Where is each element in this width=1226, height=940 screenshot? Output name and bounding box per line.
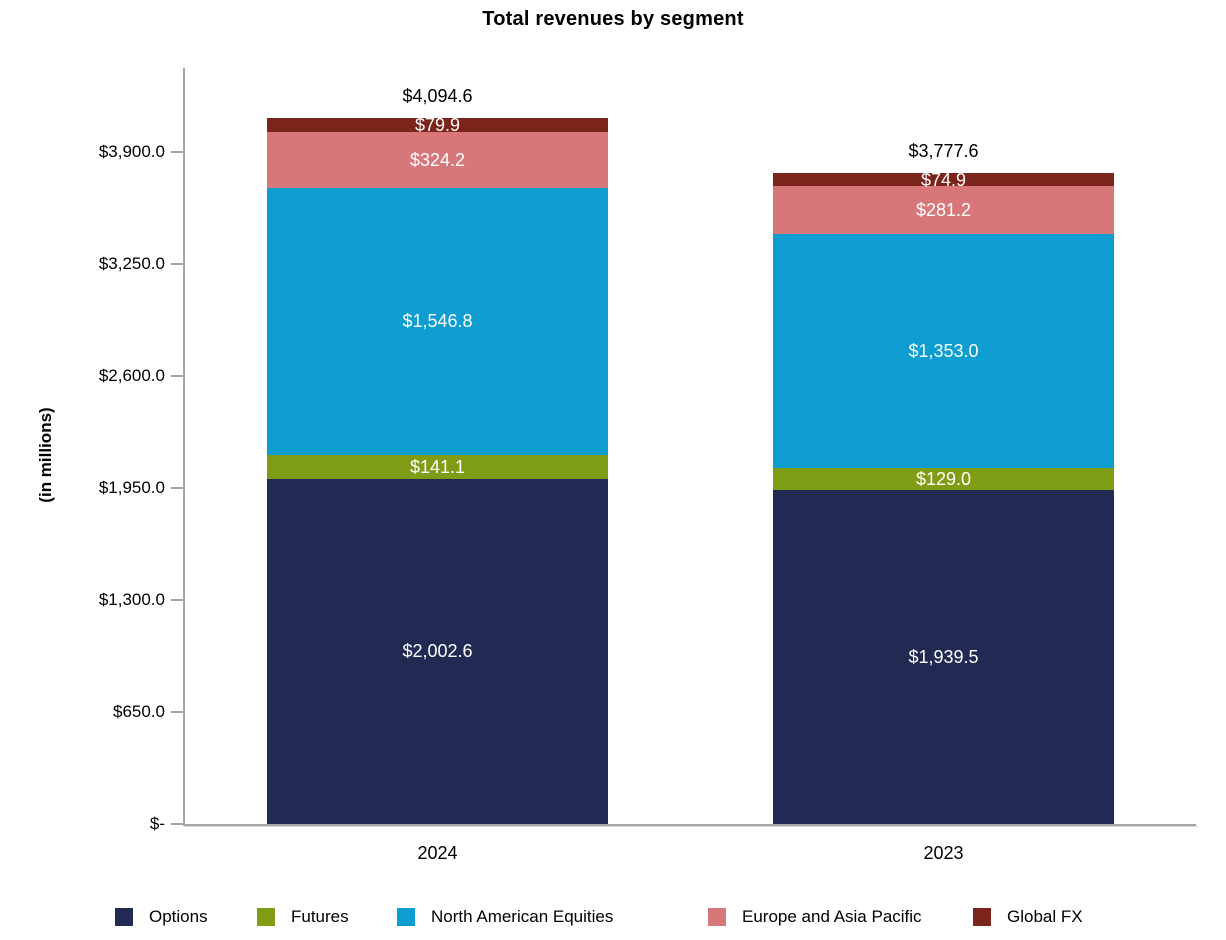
segment-value-label: $74.9 <box>920 169 967 190</box>
y-tick-mark <box>171 151 183 153</box>
legend-item-europe-and-asia-pacific: Europe and Asia Pacific <box>708 907 922 927</box>
y-tick-label: $650.0 <box>113 702 165 721</box>
y-tick-label: $3,900.0 <box>98 142 165 161</box>
bar-segment-global-fx-2024: $79.9 <box>267 115 608 136</box>
bar-total-label: $4,094.6 <box>402 86 473 107</box>
x-axis-shadow-line <box>185 826 1198 827</box>
y-tick-mark <box>171 599 183 601</box>
segment-value-label: $79.9 <box>414 115 461 136</box>
legend-item-north-american-equities: North American Equities <box>397 907 613 927</box>
bar-segment-europe-and-asia-pacific-2023: $281.2 <box>773 185 1114 235</box>
bar-segment-north-american-equities-2024: $1,546.8 <box>267 188 608 455</box>
segment-value-label: $1,939.5 <box>908 646 979 667</box>
bar-segment-north-american-equities-2023: $1,353.0 <box>773 234 1114 468</box>
segment-value-label: $1,546.8 <box>402 311 473 332</box>
segment-value-label: $324.2 <box>409 150 466 171</box>
x-axis-line <box>183 824 1196 826</box>
legend-item-global-fx: Global FX <box>973 907 1083 927</box>
y-tick-mark <box>171 487 183 489</box>
y-tick-mark <box>171 711 183 713</box>
legend-label: North American Equities <box>431 907 614 926</box>
legend-label: Futures <box>291 907 349 926</box>
legend-swatch <box>115 908 133 926</box>
bar-segment-futures-2023: $129.0 <box>773 467 1114 490</box>
y-tick-mark <box>171 823 183 825</box>
x-category-label: 2024 <box>417 843 458 863</box>
legend-label: Options <box>149 907 208 926</box>
legend-item-options: Options <box>115 907 208 927</box>
legend-swatch <box>257 908 275 926</box>
y-axis-line <box>183 68 185 826</box>
legend-label: Europe and Asia Pacific <box>742 907 922 926</box>
bar-total-label: $3,777.6 <box>908 141 979 162</box>
legend-item-futures: Futures <box>257 907 349 927</box>
segment-value-label: $1,353.0 <box>908 341 979 361</box>
bar-segment-options-2023: $1,939.5 <box>773 489 1114 824</box>
segment-value-label: $141.1 <box>409 456 466 477</box>
segment-value-label: $2,002.6 <box>402 641 473 662</box>
legend-swatch <box>397 908 415 926</box>
legend-label: Global FX <box>1007 907 1083 926</box>
segment-value-label: $281.2 <box>915 200 972 221</box>
bar-segment-europe-and-asia-pacific-2024: $324.2 <box>267 132 608 189</box>
legend-swatch <box>973 908 991 926</box>
y-tick-label: $3,250.0 <box>98 254 165 273</box>
segment-value-label: $129.0 <box>915 468 972 489</box>
y-tick-label: $2,600.0 <box>98 366 165 385</box>
y-tick-label: $1,950.0 <box>98 478 165 497</box>
legend-swatch <box>708 908 726 926</box>
bar-segment-futures-2024: $141.1 <box>267 454 608 479</box>
bar-segment-options-2024: $2,002.6 <box>267 478 608 824</box>
y-tick-mark <box>171 263 183 265</box>
y-tick-label: $1,300.0 <box>98 590 165 609</box>
y-tick-mark <box>171 375 183 377</box>
chart-title: Total revenues by segment <box>482 8 744 30</box>
y-tick-label: $- <box>149 814 165 833</box>
x-category-label: 2023 <box>923 843 964 863</box>
bar-segment-global-fx-2023: $74.9 <box>773 169 1114 190</box>
